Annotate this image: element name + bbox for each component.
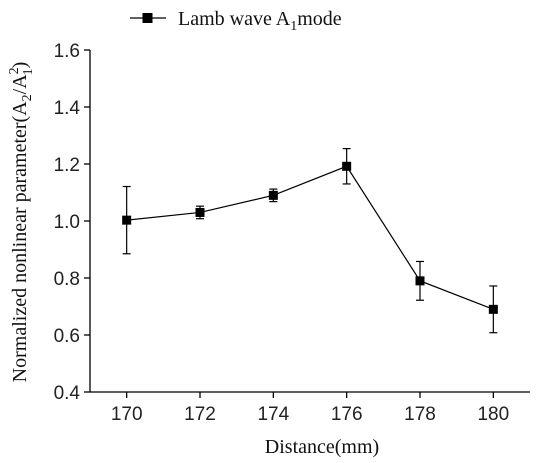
x-tick-label-0: 170 [111, 404, 143, 425]
y-axis-title-main: Normalized nonlinear parameter(A [9, 101, 31, 383]
y-tick-label-6: 1.6 [54, 41, 80, 62]
legend-label: Lamb wave A1mode [178, 8, 342, 34]
y-axis-title: Normalized nonlinear parameter(A2/A21) [7, 62, 36, 383]
y-tick-label-5: 1.4 [54, 98, 81, 119]
legend-label-main: Lamb wave A [178, 8, 291, 30]
y-axis-title-close: ) [9, 62, 31, 69]
x-tick-label-2: 174 [257, 404, 289, 425]
legend-label-rest: mode [297, 8, 342, 30]
data-point-3 [342, 161, 352, 171]
data-point-0 [122, 215, 132, 225]
legend-marker [142, 13, 153, 23]
data-point-1 [195, 207, 205, 217]
plot-area: 0.4 0.6 0.8 1.0 1.2 1.4 1.6 170 172 174 176 178 180 [54, 41, 530, 425]
data-point-2 [268, 190, 278, 200]
x-tick-label-4: 178 [404, 404, 436, 425]
y-tick-label-1: 0.6 [54, 326, 80, 347]
y-tick-label-0: 0.4 [54, 383, 81, 404]
x-tick-label-1: 172 [184, 404, 216, 425]
y-axis-title-sub-a: 2 [20, 94, 35, 101]
y-tick-label-4: 1.2 [54, 155, 80, 176]
x-axis-title: Distance(mm) [265, 436, 379, 458]
data-point-4 [415, 276, 425, 286]
data-point-5 [488, 304, 498, 314]
x-tick-label-3: 176 [331, 404, 363, 425]
y-tick-label-3: 1.0 [54, 212, 80, 233]
y-axis-title-sup: 2 [7, 67, 22, 74]
legend-label-sub: 1 [290, 19, 297, 34]
y-axis-title-sub-b: 1 [21, 68, 36, 75]
x-tick-label-5: 180 [477, 404, 509, 425]
legend: Lamb wave A1mode [130, 8, 342, 34]
y-axis-title-slash: /A [9, 74, 31, 95]
y-tick-label-2: 0.8 [54, 269, 80, 290]
series-line-0 [126, 165, 494, 310]
